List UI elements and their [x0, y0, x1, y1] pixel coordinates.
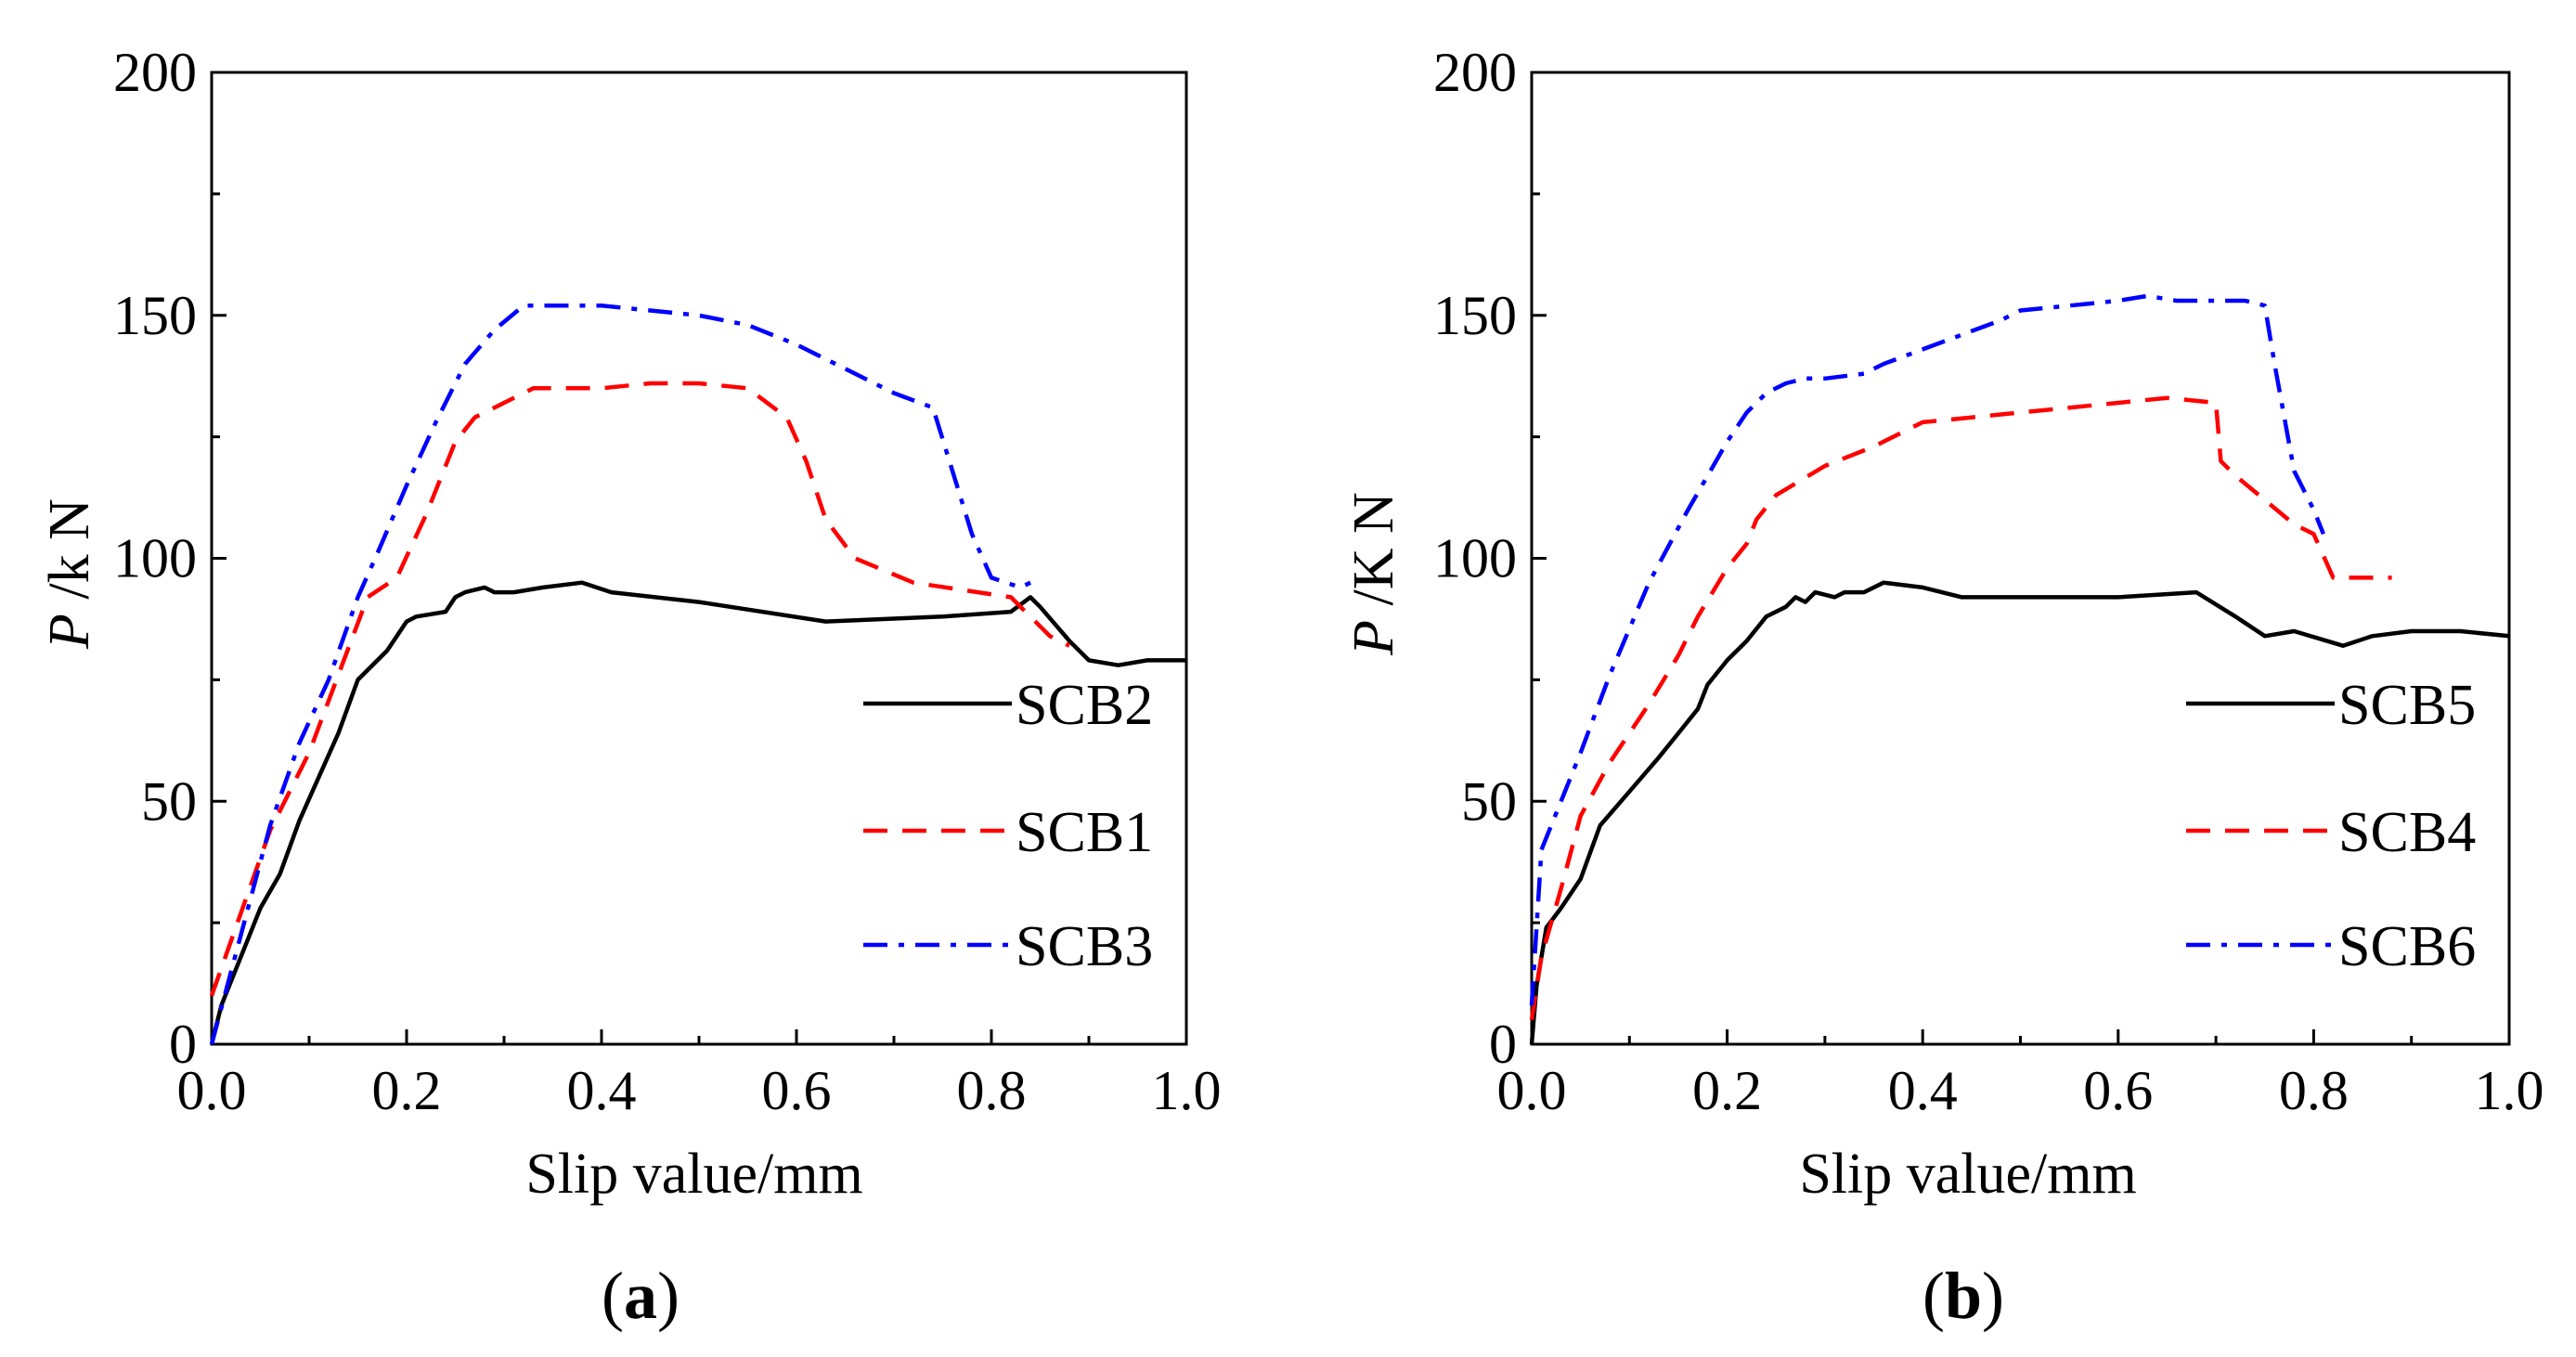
panel-letter-b: b — [1945, 1259, 1982, 1333]
x-tick-label-b: 0.6 — [2083, 1060, 2153, 1121]
y-axis-title-unit-a: /k N — [38, 498, 101, 614]
y-tick-label-a: 100 — [113, 528, 197, 589]
plot-frame-a — [210, 71, 1188, 1046]
x-tick-label-b: 0.8 — [2279, 1060, 2349, 1121]
legend-label-scb2: SCB2 — [1016, 674, 1153, 737]
series-line-scb5 — [1529, 580, 2510, 1045]
y-tick-label-a: 200 — [113, 42, 197, 103]
x-tick-label-b: 0.4 — [1888, 1060, 1958, 1121]
y-tick-label-b: 0 — [1489, 1014, 1517, 1075]
plot-frame-b — [1530, 71, 2511, 1046]
y-tick-label-a: 50 — [141, 770, 197, 832]
y-tick-label-b: 200 — [1433, 42, 1517, 103]
series-line-scb4 — [1529, 395, 2392, 1021]
y-axis-title-italic-b: P — [1342, 620, 1405, 656]
y-tick-label-b: 50 — [1461, 770, 1517, 832]
y-tick-label-b: 150 — [1433, 285, 1517, 346]
x-tick-label-a: 0.6 — [762, 1060, 832, 1121]
y-axis-title-unit-b: /K N — [1342, 492, 1405, 620]
x-tick-label-a: 0.8 — [957, 1060, 1027, 1121]
x-tick-label-b: 0.0 — [1497, 1060, 1567, 1121]
x-tick-label-b: 1.0 — [2475, 1060, 2544, 1121]
series-line-scb1 — [209, 381, 1070, 997]
x-tick-label-a: 0.4 — [567, 1060, 637, 1121]
x-tick-label-a: 0.2 — [372, 1060, 442, 1121]
panel-label-b: (b) — [1922, 1259, 2004, 1333]
panel-label-a: (a) — [602, 1259, 680, 1333]
y-tick-label-a: 0 — [169, 1014, 197, 1075]
y-axis-title-b: P /K N — [1342, 492, 1405, 656]
series-line-scb3 — [209, 304, 1031, 1045]
chart-panel-a: P /k N Slip value/mm (a) 0 50 100 150 200 0.0… — [38, 42, 1222, 1333]
legend-label-scb1: SCB1 — [1016, 801, 1153, 864]
x-tick-label-a: 1.0 — [1152, 1060, 1222, 1121]
y-tick-label-b: 100 — [1433, 528, 1517, 589]
y-axis-title-a: P /k N — [38, 498, 101, 650]
x-axis-title-b: Slip value/mm — [1799, 1143, 2136, 1206]
y-axis-title-italic-a: P — [38, 614, 101, 650]
y-tick-label-a: 150 — [113, 285, 197, 346]
legend-label-scb6: SCB6 — [2338, 915, 2476, 978]
legend-label-scb5: SCB5 — [2338, 674, 2476, 737]
legend-label-scb4: SCB4 — [2338, 801, 2476, 864]
x-tick-label-a: 0.0 — [177, 1060, 247, 1121]
panel-letter-a: a — [624, 1259, 657, 1333]
x-axis-title-a: Slip value/mm — [525, 1143, 862, 1206]
chart-panel-b: P /K N Slip value/mm (b) 0 50 100 150 200 0.0… — [1342, 42, 2544, 1333]
series-line-scb2 — [209, 580, 1186, 1045]
legend-label-scb3: SCB3 — [1016, 915, 1153, 978]
x-tick-label-b: 0.2 — [1692, 1060, 1762, 1121]
series-line-scb6 — [1529, 293, 2325, 1006]
